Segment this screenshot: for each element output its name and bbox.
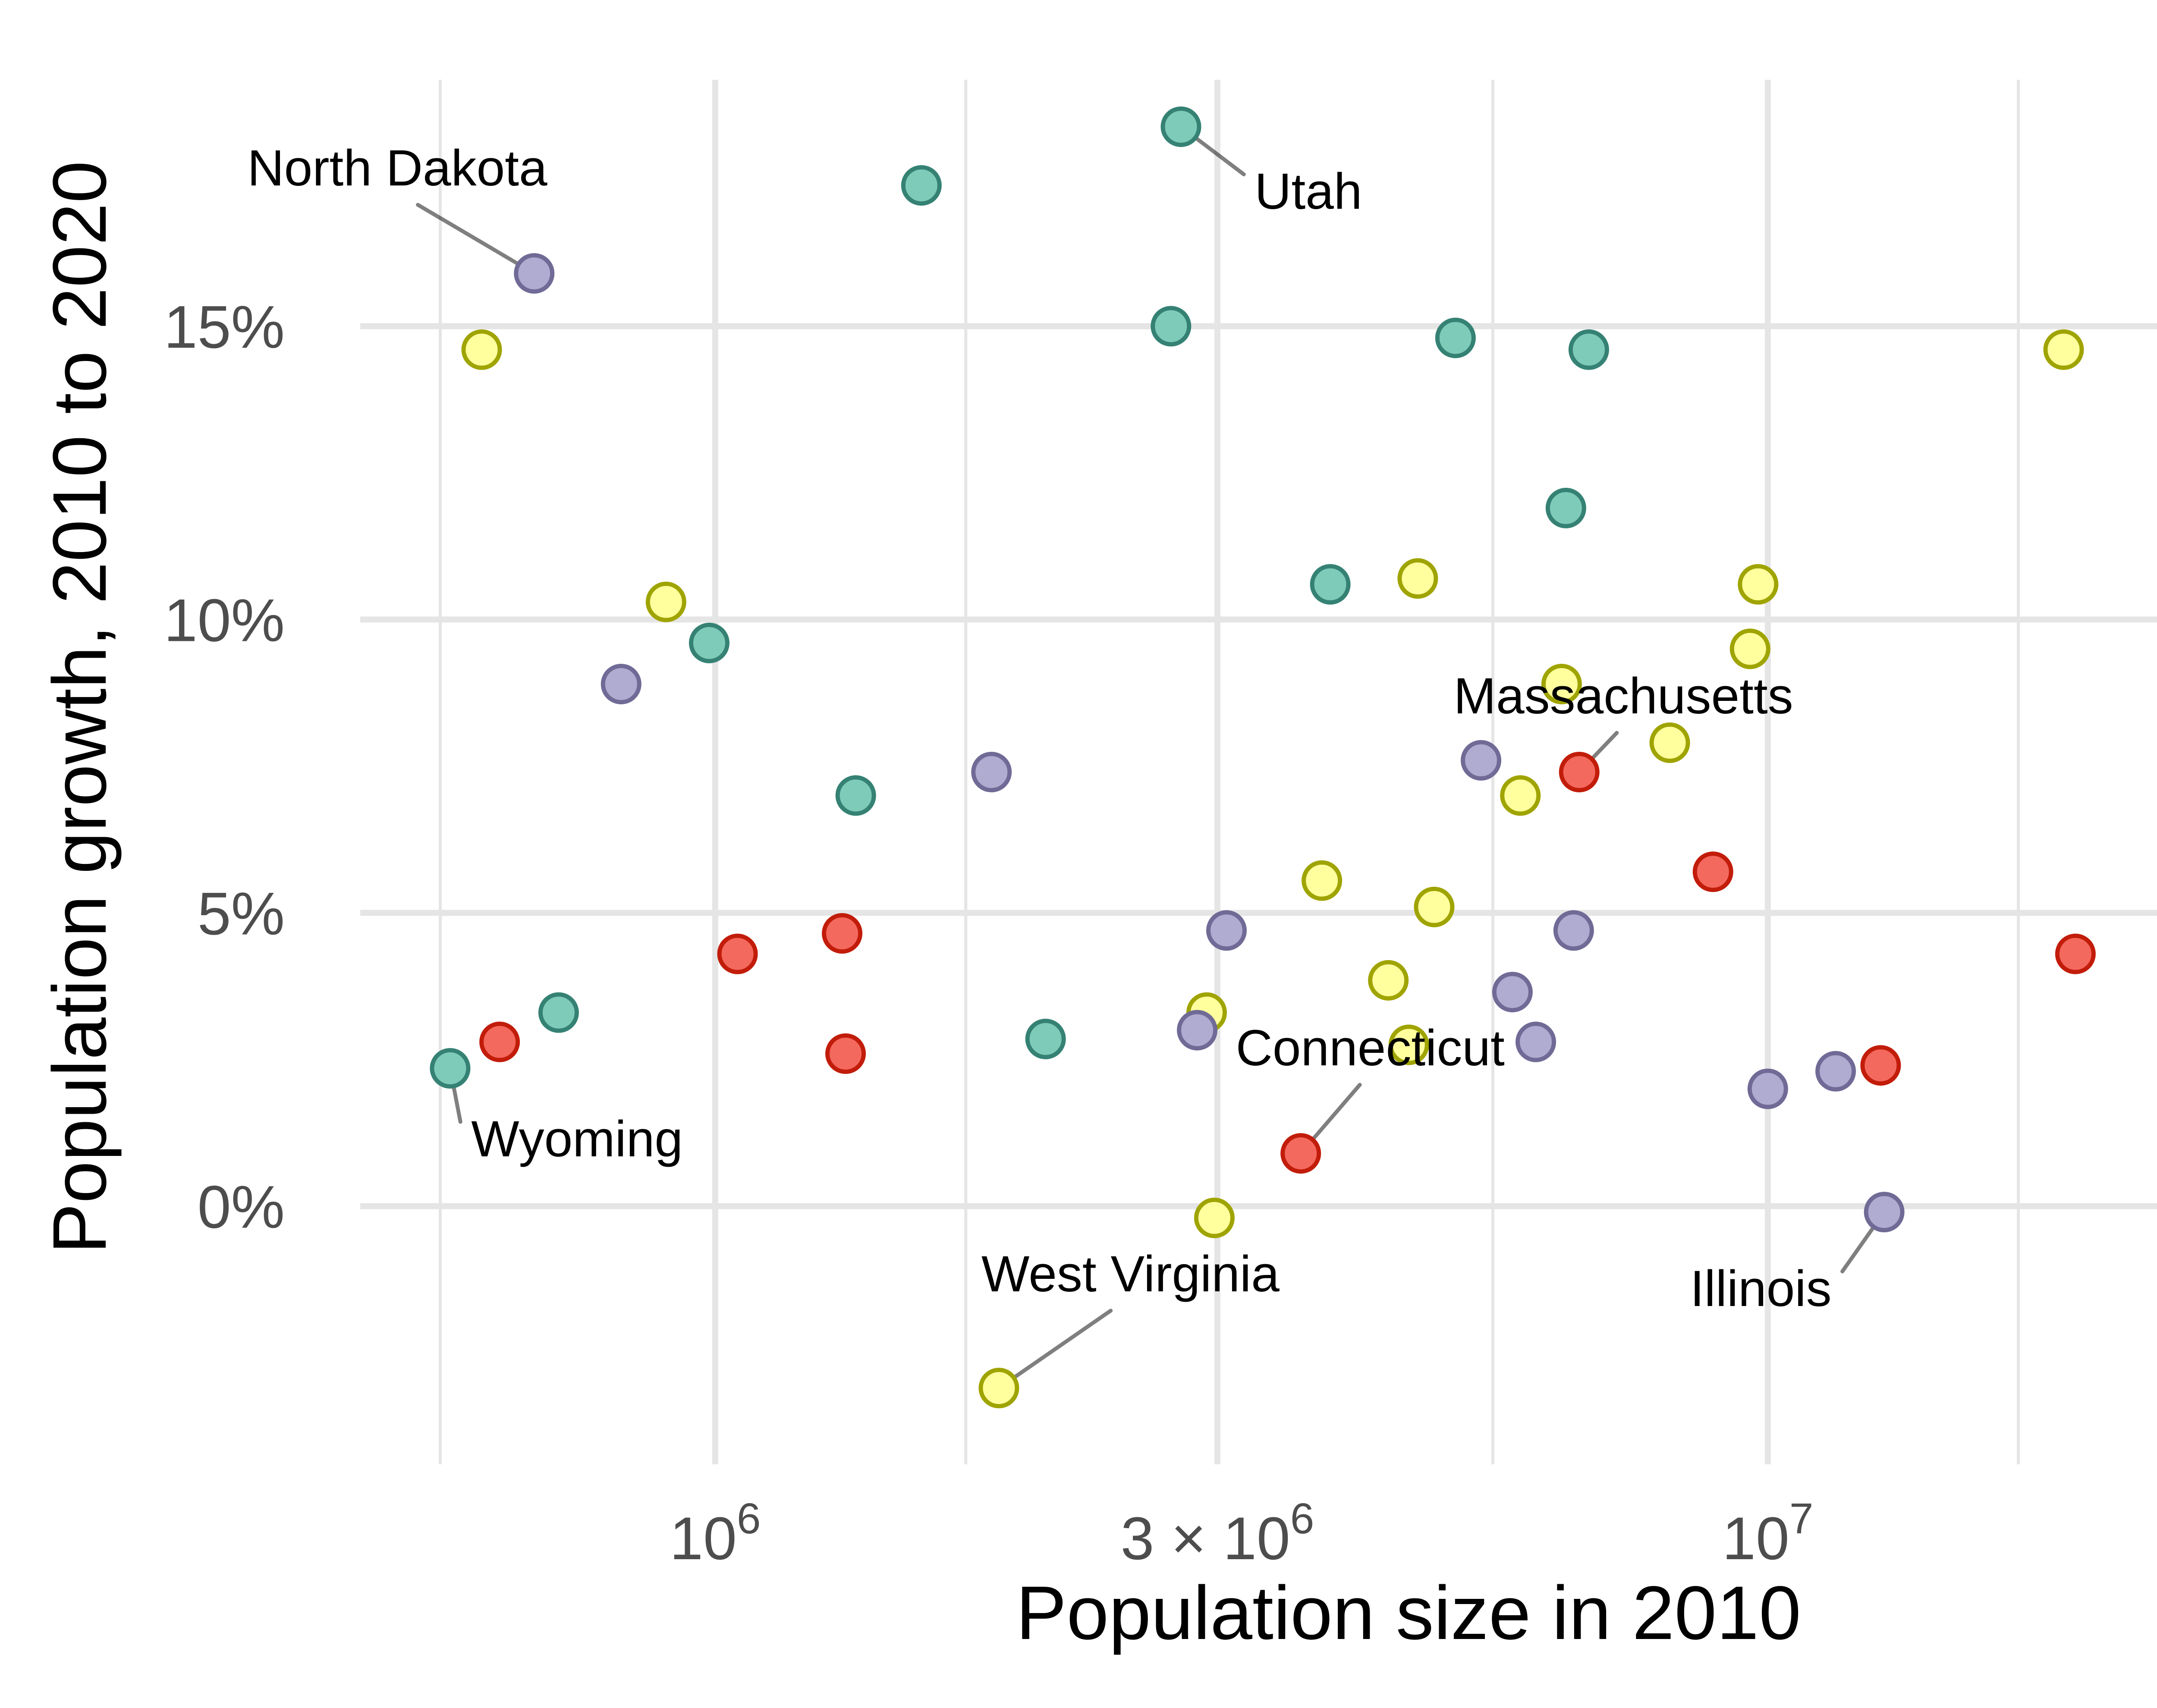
- point-south: [1729, 628, 1770, 669]
- point-northeast: [822, 913, 863, 954]
- x-tick-label: 3 × 106: [1121, 1494, 1314, 1572]
- point-south: [2043, 329, 2084, 370]
- annotation-west-virginia: West Virginia: [981, 1246, 1280, 1303]
- point-northeast: [717, 933, 758, 974]
- annotation-wyoming: Wyoming: [471, 1111, 683, 1168]
- point-west: [835, 775, 876, 816]
- point-west: [1545, 487, 1586, 528]
- y-axis-tick-labels: 0% 5% 10% 15%: [164, 293, 285, 1240]
- point-west: [1310, 564, 1351, 605]
- point-west: [689, 622, 729, 663]
- point-south: [645, 581, 686, 622]
- y-tick-label: 10%: [164, 586, 285, 654]
- point-annotations: North DakotaUtahTexasMassachusettsConnec…: [247, 140, 1832, 1317]
- point-west: [1025, 1018, 1066, 1059]
- x-tick-base: 10: [1722, 1504, 1789, 1572]
- x-tick-exponent: 7: [1789, 1494, 1814, 1543]
- point-west: [538, 992, 579, 1033]
- point-south-west-virginia: [978, 1368, 1019, 1409]
- point-northeast: [1692, 851, 1733, 892]
- point-south: [1388, 1024, 1429, 1065]
- point-south: [1368, 960, 1409, 1001]
- point-midwest: [1461, 740, 1502, 781]
- point-northeast: [479, 1021, 520, 1062]
- point-midwest: [1815, 1051, 1856, 1092]
- leader-line-connecticut: [1304, 1083, 1362, 1149]
- point-south: [1738, 564, 1779, 605]
- annotation-connecticut: Connecticut: [1236, 1020, 1505, 1077]
- annotation-illinois: Illinois: [1690, 1260, 1832, 1317]
- point-south: [1302, 860, 1343, 901]
- x-tick-exponent: 6: [737, 1494, 761, 1543]
- point-south: [461, 329, 502, 370]
- y-axis-title: Population growth, 2010 to 2020: [38, 161, 122, 1254]
- x-tick-base: 10: [670, 1504, 737, 1572]
- point-west: [1435, 317, 1476, 358]
- point-midwest: [1553, 910, 1594, 951]
- point-west: [1568, 329, 1609, 370]
- annotation-utah: Utah: [1255, 163, 1362, 220]
- point-west-utah: [1160, 106, 1201, 147]
- data-points: [430, 106, 2096, 1409]
- annotation-north-dakota: North Dakota: [247, 140, 547, 197]
- y-tick-label: 5%: [198, 879, 285, 947]
- point-northeast: [2055, 933, 2096, 974]
- point-south: [1649, 722, 1690, 763]
- point-northeast: [1860, 1045, 1901, 1086]
- x-tick-exponent: 6: [1290, 1494, 1314, 1543]
- point-midwest: [601, 663, 641, 704]
- point-south: [1541, 663, 1582, 704]
- point-midwest: [1516, 1021, 1556, 1062]
- x-tick-label: 106: [670, 1494, 761, 1572]
- x-axis-title: Population size in 2010: [1016, 1571, 1801, 1655]
- leader-line-north-dakota: [416, 203, 530, 272]
- point-south: [1414, 886, 1455, 927]
- point-northeast-connecticut: [1280, 1133, 1321, 1174]
- x-tick-base: 3 × 10: [1121, 1504, 1290, 1572]
- y-tick-label: 0%: [198, 1173, 285, 1241]
- point-midwest: [1492, 972, 1533, 1013]
- point-south: [1194, 1197, 1235, 1238]
- point-midwest-north-dakota: [514, 253, 555, 294]
- annotation-massachusetts: Massachusetts: [1454, 668, 1793, 725]
- y-tick-label: 15%: [164, 293, 285, 361]
- annotation-leader-lines: [416, 129, 1882, 1386]
- point-midwest: [1206, 910, 1247, 951]
- point-midwest: [1177, 1010, 1218, 1051]
- point-south: [1500, 775, 1541, 816]
- point-west: [1151, 306, 1192, 347]
- point-midwest: [1747, 1068, 1788, 1109]
- leader-line-west-virginia: [1003, 1309, 1113, 1386]
- point-midwest: [971, 752, 1012, 792]
- point-northeast: [825, 1033, 866, 1074]
- point-west-wyoming: [430, 1048, 471, 1089]
- point-west: [901, 165, 942, 206]
- x-tick-label: 107: [1722, 1494, 1813, 1572]
- point-northeast-massachusetts: [1559, 752, 1600, 792]
- point-south: [1397, 558, 1438, 599]
- point-midwest-illinois: [1864, 1192, 1905, 1233]
